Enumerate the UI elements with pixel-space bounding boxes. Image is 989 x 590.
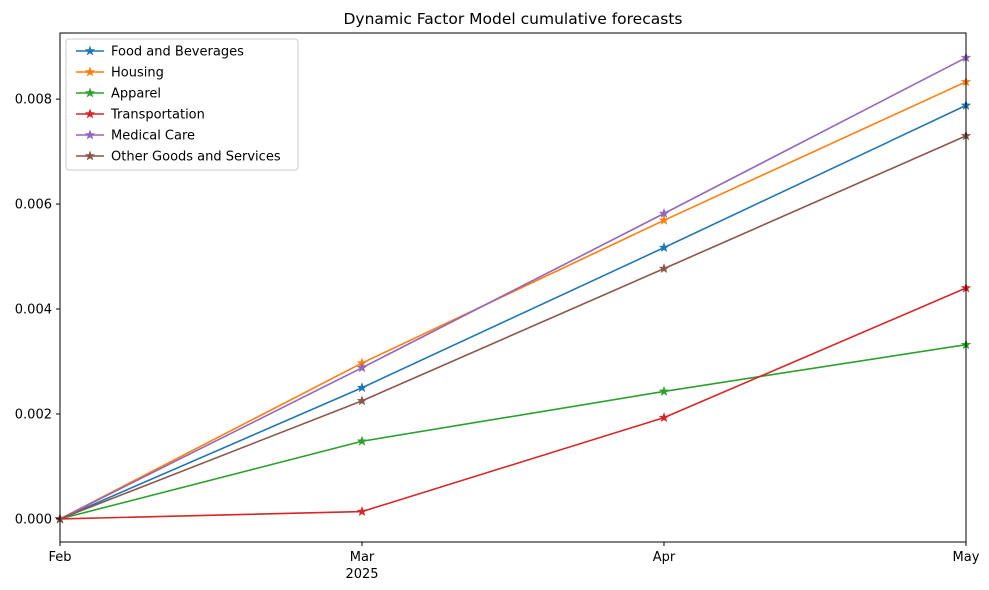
data-point: [658, 208, 670, 218]
legend: Food and Beverages Housing Apparel Transpor…: [65, 38, 299, 171]
y-tick-label: 0.002: [15, 407, 52, 422]
y-tick-label: 0.008: [15, 93, 52, 108]
x-tick-sublabel: 2025: [345, 567, 378, 582]
data-point: [356, 395, 368, 406]
legend-label: Food and Beverages: [111, 45, 244, 60]
data-point: [658, 242, 670, 253]
series-line: [59, 343, 967, 520]
axis-ticks: 0.000 0.002 0.004 0.006 0.008 Feb Mar 2025 Apr Ma…: [15, 93, 980, 582]
y-tick-label: 0.006: [15, 198, 52, 213]
legend-swatch-marker: [84, 108, 96, 119]
series-line: [59, 104, 967, 520]
legend-label: Other Goods and Services: [111, 150, 281, 165]
legend-label: Transportation: [110, 108, 205, 123]
x-tick-label: Apr: [653, 550, 676, 565]
legend-swatch-marker: [84, 150, 96, 161]
data-point: [356, 362, 368, 373]
axes-frame: [59, 32, 967, 543]
x-tick-label: Feb: [48, 550, 71, 565]
legend-box: [65, 38, 299, 171]
x-tick-label: May: [953, 550, 980, 565]
series-line: [59, 287, 967, 520]
data-point: [356, 506, 368, 516]
legend-label: Medical Care: [111, 129, 195, 144]
legend-swatch-marker: [84, 129, 96, 140]
chart-title: Dynamic Factor Model cumulative forecast…: [344, 10, 683, 28]
legend-swatch-marker: [84, 66, 96, 77]
data-point: [356, 382, 368, 393]
series-line: [59, 135, 967, 520]
y-tick-label: 0.004: [15, 303, 52, 318]
y-tick-label: 0.000: [15, 512, 52, 527]
data-point: [658, 263, 670, 274]
data-point: [658, 412, 670, 423]
plot-area: [54, 52, 972, 524]
x-tick-label: Mar: [350, 550, 375, 565]
legend-label: Apparel: [111, 87, 161, 102]
legend-swatch-marker: [84, 87, 96, 98]
legend-label: Housing: [111, 66, 164, 81]
data-point: [658, 385, 670, 396]
legend-swatch-marker: [84, 45, 96, 56]
series-line: [59, 81, 967, 520]
data-point: [356, 435, 368, 446]
data-point: [658, 214, 670, 225]
series-line: [59, 56, 967, 520]
